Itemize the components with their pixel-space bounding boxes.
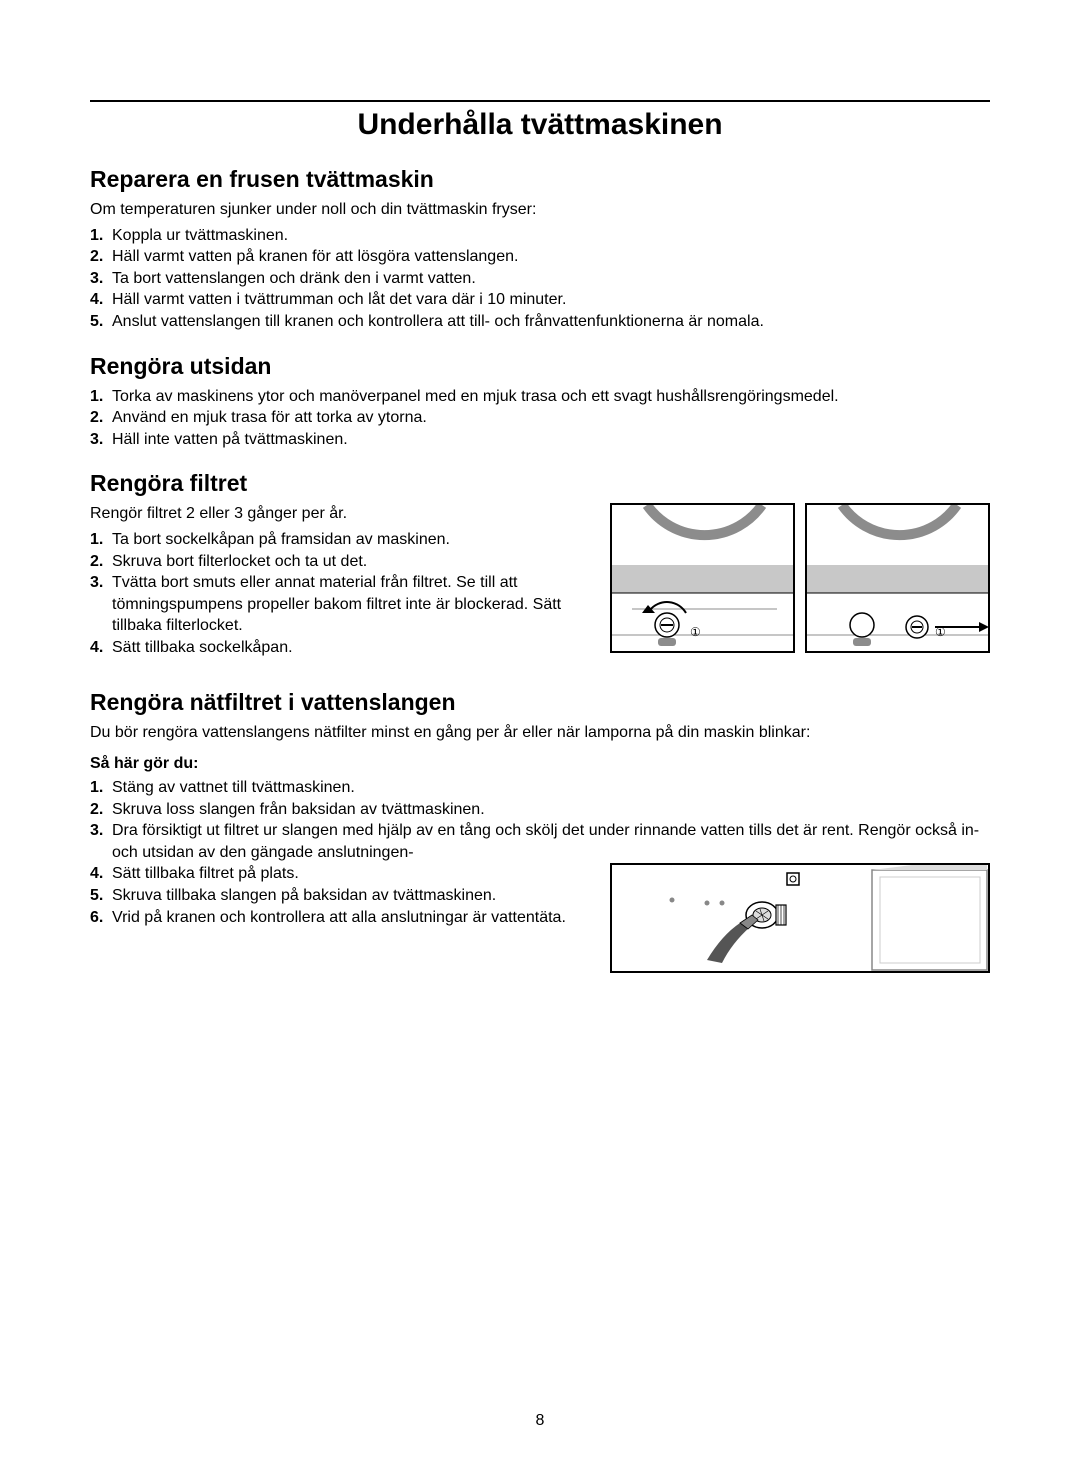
page-title: Underhålla tvättmaskinen bbox=[90, 108, 990, 142]
filter-content-row: Rengör filtret 2 eller 3 gånger per år. … bbox=[90, 503, 990, 658]
list-item: 2.Använd en mjuk trasa för att torka av … bbox=[90, 407, 990, 429]
list-item-text: Sätt tillbaka filtret på plats. bbox=[112, 865, 299, 882]
list-item: 4.Sätt tillbaka filtret på plats. bbox=[90, 863, 590, 885]
section-heading-exterior: Rengöra utsidan bbox=[90, 353, 990, 380]
list-item: 4.Häll varmt vatten i tvättrumman och lå… bbox=[90, 289, 990, 311]
list-item: 1.Torka av maskinens ytor och manöverpan… bbox=[90, 386, 990, 408]
list-item-text: Stäng av vattnet till tvättmaskinen. bbox=[112, 779, 355, 796]
list-item: 1.Ta bort sockelkåpan på framsidan av ma… bbox=[90, 529, 590, 551]
washer-front-remove-icon bbox=[807, 505, 990, 653]
filter-text-column: Rengör filtret 2 eller 3 gånger per år. … bbox=[90, 503, 590, 658]
list-hose-top: 1.Stäng av vattnet till tvättmaskinen. 2… bbox=[90, 777, 990, 863]
list-item-text: Torka av maskinens ytor och manöverpanel… bbox=[112, 388, 839, 405]
list-item-text: Vrid på kranen och kontrollera att alla … bbox=[112, 909, 566, 926]
list-item-text: Sätt tillbaka sockelkåpan. bbox=[112, 639, 293, 656]
hose-text-column: 4.Sätt tillbaka filtret på plats. 5.Skru… bbox=[90, 863, 590, 946]
hose-figure-panel bbox=[610, 863, 990, 973]
intro-hose: Du bör rengöra vattenslangens nätfilter … bbox=[90, 722, 990, 744]
list-item: 2.Skruva loss slangen från baksidan av t… bbox=[90, 799, 990, 821]
filter-figure-panel-2: ① bbox=[805, 503, 990, 653]
list-item: 3.Tvätta bort smuts eller annat material… bbox=[90, 572, 590, 637]
list-item-text: Dra försiktigt ut filtret ur slangen med… bbox=[112, 822, 979, 861]
page-number: 8 bbox=[0, 1412, 1080, 1430]
section-heading-frozen: Reparera en frusen tvättmaskin bbox=[90, 166, 990, 193]
washer-front-open-icon bbox=[612, 505, 795, 653]
list-item: 1.Koppla ur tvättmaskinen. bbox=[90, 225, 990, 247]
list-item: 3.Häll inte vatten på tvättmaskinen. bbox=[90, 429, 990, 451]
list-frozen: 1.Koppla ur tvättmaskinen. 2.Häll varmt … bbox=[90, 225, 990, 333]
list-item-text: Häll varmt vatten i tvättrumman och låt … bbox=[112, 291, 566, 308]
list-exterior: 1.Torka av maskinens ytor och manöverpan… bbox=[90, 386, 990, 451]
list-item: 5.Anslut vattenslangen till kranen och k… bbox=[90, 311, 990, 333]
list-item: 2.Häll varmt vatten på kranen för att lö… bbox=[90, 246, 990, 268]
list-item: 4.Sätt tillbaka sockelkåpan. bbox=[90, 637, 590, 659]
list-item: 3.Ta bort vattenslangen och dränk den i … bbox=[90, 268, 990, 290]
list-item-text: Häll varmt vatten på kranen för att lösg… bbox=[112, 248, 518, 265]
figure-callout-2: ① bbox=[935, 625, 946, 639]
list-item-text: Skruva loss slangen från baksidan av tvä… bbox=[112, 801, 485, 818]
intro-filter: Rengör filtret 2 eller 3 gånger per år. bbox=[90, 503, 590, 525]
section-heading-filter: Rengöra filtret bbox=[90, 470, 990, 497]
list-item: 1.Stäng av vattnet till tvättmaskinen. bbox=[90, 777, 990, 799]
intro-frozen: Om temperaturen sjunker under noll och d… bbox=[90, 199, 990, 221]
list-item-text: Skruva tillbaka slangen på baksidan av t… bbox=[112, 887, 496, 904]
list-item-text: Tvätta bort smuts eller annat material f… bbox=[112, 574, 561, 634]
list-item: 5.Skruva tillbaka slangen på baksidan av… bbox=[90, 885, 590, 907]
list-item: 2.Skruva bort filterlocket och ta ut det… bbox=[90, 551, 590, 573]
section-heading-hose: Rengöra nätfiltret i vattenslangen bbox=[90, 689, 990, 716]
list-filter: 1.Ta bort sockelkåpan på framsidan av ma… bbox=[90, 529, 590, 659]
list-item-text: Ta bort vattenslangen och dränk den i va… bbox=[112, 270, 476, 287]
subhead-hose: Så här gör du: bbox=[90, 755, 990, 773]
filter-figure-row: ① bbox=[610, 503, 990, 653]
washer-back-hose-icon bbox=[612, 865, 992, 975]
filter-figure-panel-1: ① bbox=[610, 503, 795, 653]
list-item-text: Anslut vattenslangen till kranen och kon… bbox=[112, 313, 764, 330]
list-item-text: Skruva bort filterlocket och ta ut det. bbox=[112, 553, 367, 570]
top-rule bbox=[90, 100, 990, 102]
list-item: 3.Dra försiktigt ut filtret ur slangen m… bbox=[90, 820, 990, 863]
list-item-text: Häll inte vatten på tvättmaskinen. bbox=[112, 431, 348, 448]
figure-callout-1: ① bbox=[690, 625, 701, 639]
list-item: 6.Vrid på kranen och kontrollera att all… bbox=[90, 907, 590, 929]
manual-page: Underhålla tvättmaskinen Reparera en fru… bbox=[0, 0, 1080, 1470]
list-item-text: Ta bort sockelkåpan på framsidan av mask… bbox=[112, 531, 450, 548]
hose-content-row: 4.Sätt tillbaka filtret på plats. 5.Skru… bbox=[90, 863, 990, 973]
list-item-text: Koppla ur tvättmaskinen. bbox=[112, 227, 288, 244]
list-item-text: Använd en mjuk trasa för att torka av yt… bbox=[112, 409, 427, 426]
list-hose-bottom: 4.Sätt tillbaka filtret på plats. 5.Skru… bbox=[90, 863, 590, 928]
